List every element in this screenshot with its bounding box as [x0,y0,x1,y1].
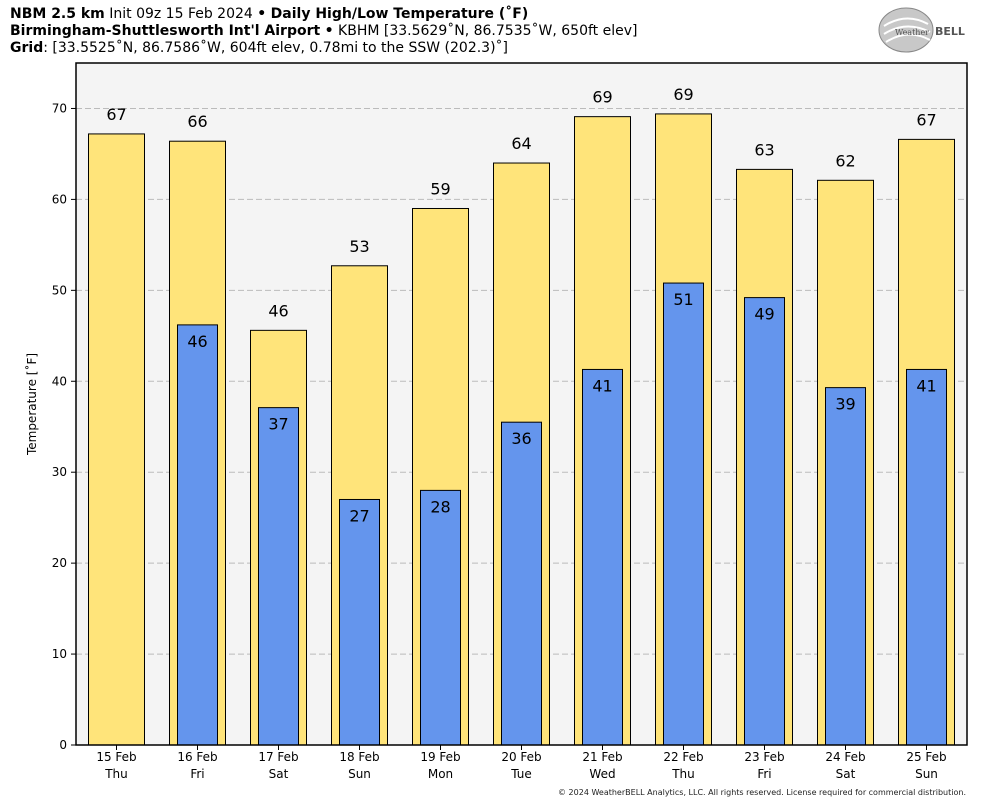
station-info: KBHM [33.5629˚N, 86.7535˚W, 650ft elev] [338,23,638,39]
low-temp-label: 41 [916,376,936,395]
chart-title-line2: Birmingham-Shuttlesworth Int'l Airport •… [10,23,637,40]
y-tick-label: 10 [52,647,67,661]
product-name: Daily High/Low Temperature (˚F) [270,6,529,22]
y-tick-label: 0 [59,738,67,752]
x-tick-label-date: 16 Feb [177,750,217,764]
low-temp-label: 46 [187,332,207,351]
x-tick-label-date: 21 Feb [582,750,622,764]
low-temp-label: 51 [673,290,693,309]
low-temp-bar [339,498,380,746]
init-time: Init 09z 15 Feb 2024 [109,6,253,22]
low-temp-label: 49 [754,305,774,324]
chart-title-line3: Grid: [33.5525˚N, 86.7586˚W, 604ft elev,… [10,40,508,57]
high-temp-label: 67 [916,110,936,129]
y-tick-label: 50 [52,283,67,297]
high-temp-label: 63 [754,140,774,159]
low-temp-bar [825,387,866,746]
low-temp-label: 36 [511,429,531,448]
x-tick-label-weekday: Thu [671,767,695,781]
y-tick-label: 60 [52,192,67,206]
x-tick-label-weekday: Sat [836,767,856,781]
low-temp-bar [420,489,461,746]
chart-title-line1: NBM 2.5 km Init 09z 15 Feb 2024 • Daily … [10,6,528,23]
x-tick-label-weekday: Sun [348,767,371,781]
weatherbell-logo: Weather BELL [878,7,965,53]
copyright-notice: © 2024 WeatherBELL Analytics, LLC. All r… [558,788,966,797]
x-tick-label-weekday: Fri [757,767,771,781]
model-name: NBM 2.5 km [10,6,105,22]
axes: 0 10 20 30 40 50 60 70 15 Feb Thu 16 Feb Fri 17 Feb S… [52,101,947,781]
x-tick-label-weekday: Tue [510,767,532,781]
y-tick-label: 30 [52,465,67,479]
high-temp-label: 46 [268,301,288,320]
x-tick-label-date: 15 Feb [96,750,136,764]
x-tick-label-date: 18 Feb [339,750,379,764]
low-temp-label: 37 [268,415,288,434]
low-temp-label: 41 [592,376,612,395]
separator: • [257,6,267,22]
high-temp-label: 53 [349,237,369,256]
bars: 67 66 46 46 37 53 27 59 28 64 36 69 41 69 51 63 49 62 39 67… [88,85,955,746]
low-temp-bar [258,407,299,746]
low-temp-bar [501,421,542,746]
y-tick-label: 70 [52,101,67,115]
low-temp-label: 28 [430,497,450,516]
low-temp-bar [177,324,218,746]
x-tick-label-weekday: Sat [269,767,289,781]
y-tick-label: 20 [52,556,67,570]
separator: • [324,23,334,39]
high-temp-label: 64 [511,134,531,153]
low-temp-label: 27 [349,506,369,525]
high-temp-label: 67 [106,105,126,124]
grid-label: Grid [10,40,44,56]
high-temp-label: 69 [592,88,612,107]
x-tick-label-weekday: Mon [428,767,453,781]
logo-text-left: Weather [895,28,929,37]
low-temp-bar [582,368,623,746]
grid-info: : [33.5525˚N, 86.7586˚W, 604ft elev, 0.7… [43,40,509,56]
high-temp-label: 69 [673,85,693,104]
x-tick-label-weekday: Thu [104,767,128,781]
low-temp-bar [744,297,785,746]
high-temp-label: 59 [430,179,450,198]
high-temp-bar [88,133,145,746]
y-tick-label: 40 [52,374,67,388]
x-tick-label-date: 22 Feb [663,750,703,764]
x-tick-label-date: 25 Feb [906,750,946,764]
x-tick-label-date: 19 Feb [420,750,460,764]
logo-text-right: BELL [935,25,965,38]
low-temp-bar [663,282,704,746]
y-axis-label: Temperature [˚F] [24,353,39,456]
x-tick-label-date: 20 Feb [501,750,541,764]
x-tick-label-weekday: Fri [190,767,204,781]
high-temp-label: 66 [187,112,207,131]
station-name: Birmingham-Shuttlesworth Int'l Airport [10,23,321,39]
high-temp-label: 62 [835,151,855,170]
x-tick-label-date: 17 Feb [258,750,298,764]
x-tick-label-date: 24 Feb [825,750,865,764]
low-temp-label: 39 [835,395,855,414]
low-temp-bar [906,368,947,746]
x-tick-label-date: 23 Feb [744,750,784,764]
x-tick-label-weekday: Wed [589,767,615,781]
x-tick-label-weekday: Sun [915,767,938,781]
